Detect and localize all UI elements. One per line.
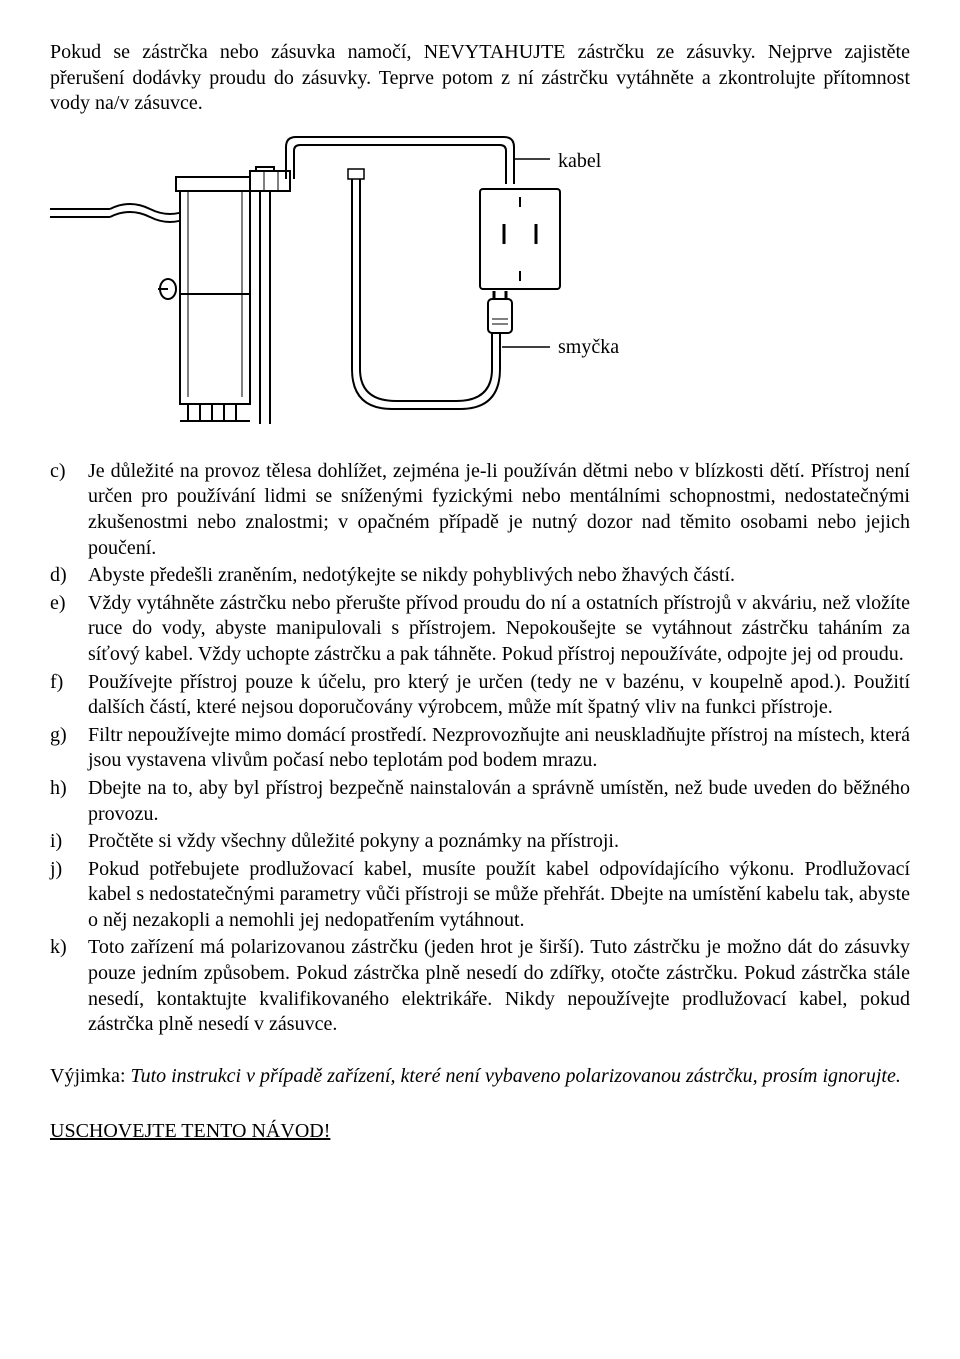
exception-note: Výjimka: Tuto instrukci v případě zaříze… [50,1064,910,1090]
list-marker: c) [50,459,88,561]
list-item: c) Je důležité na provoz tělesa dohlížet… [50,459,910,561]
list-item: j) Pokud potřebujete prodlužovací kabel,… [50,857,910,934]
list-text: Pokud potřebujete prodlužovací kabel, mu… [88,857,910,934]
list-marker: g) [50,723,88,774]
list-text: Dbejte na to, aby byl přístroj bezpečně … [88,776,910,827]
intro-paragraph: Pokud se zástrčka nebo zásuvka namočí, N… [50,40,910,117]
list-marker: f) [50,670,88,721]
list-item: h) Dbejte na to, aby byl přístroj bezpeč… [50,776,910,827]
list-item: d) Abyste předešli zraněním, nedotýkejte… [50,563,910,589]
instruction-list: c) Je důležité na provoz tělesa dohlížet… [50,459,910,1038]
wiring-diagram: kabel smyčka [50,129,910,429]
list-marker: e) [50,591,88,668]
list-item: k) Toto zařízení má polarizovanou zástrč… [50,935,910,1037]
list-item: e) Vždy vytáhněte zástrčku nebo přerušte… [50,591,910,668]
list-marker: j) [50,857,88,934]
list-marker: h) [50,776,88,827]
list-item: f) Používejte přístroj pouze k účelu, pr… [50,670,910,721]
list-marker: i) [50,829,88,855]
diagram-label-smycka: smyčka [558,335,619,361]
list-text: Filtr nepoužívejte mimo domácí prostředí… [88,723,910,774]
list-marker: k) [50,935,88,1037]
list-text: Pročtěte si vždy všechny důležité pokyny… [88,829,910,855]
list-text: Používejte přístroj pouze k účelu, pro k… [88,670,910,721]
list-text: Toto zařízení má polarizovanou zástrčku … [88,935,910,1037]
list-text: Vždy vytáhněte zástrčku nebo přerušte př… [88,591,910,668]
list-item: i) Pročtěte si vždy všechny důležité pok… [50,829,910,855]
diagram-label-kabel: kabel [558,149,601,175]
list-text: Je důležité na provoz tělesa dohlížet, z… [88,459,910,561]
exception-italic: Tuto instrukci v případě zařízení, které… [131,1065,901,1087]
list-item: g) Filtr nepoužívejte mimo domácí prostř… [50,723,910,774]
list-text: Abyste předešli zraněním, nedotýkejte se… [88,563,910,589]
list-marker: d) [50,563,88,589]
exception-lead: Výjimka: [50,1065,131,1087]
save-instructions: USCHOVEJTE TENTO NÁVOD! [50,1119,910,1145]
